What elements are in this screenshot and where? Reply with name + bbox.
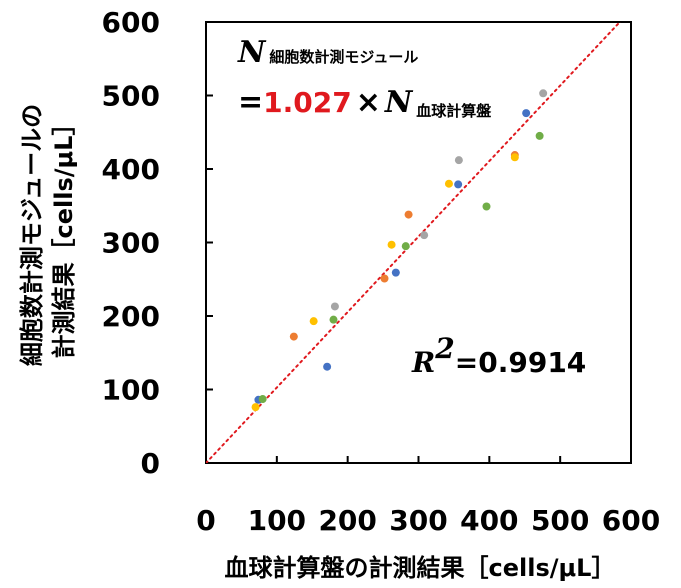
data-point — [535, 131, 544, 140]
data-point — [380, 274, 389, 283]
data-point — [258, 395, 267, 404]
r-squared-annotation: R2=0.9914 — [411, 332, 586, 379]
y-tick-labels: 0 100 200 300 400 500 600 — [102, 6, 160, 480]
x-tick-labels: 0 100 200 300 400 500 600 — [196, 504, 660, 537]
data-point — [330, 302, 339, 311]
data-point — [323, 362, 332, 371]
data-point — [251, 403, 260, 412]
r-squared-equals: = — [455, 346, 478, 379]
data-point — [289, 332, 298, 341]
equation-rhs-symbol: N — [384, 85, 414, 120]
data-point — [539, 89, 548, 98]
y-axis-title-line1: 細胞数計測モジュールの — [18, 104, 46, 366]
x-tick-label: 100 — [248, 504, 306, 537]
regression-equation: N 細胞数計測モジュール =1.027 × N 血球計算盤 — [237, 35, 492, 120]
equation-lhs-subscript: 細胞数計測モジュール — [269, 48, 418, 66]
x-tick-label: 0 — [196, 504, 215, 537]
plot-area-frame — [205, 21, 632, 464]
y-tick-label: 100 — [102, 374, 160, 407]
y-tick-label: 500 — [102, 80, 160, 113]
r-squared-symbol: R — [411, 346, 435, 379]
data-point — [522, 109, 531, 118]
x-tick-label: 200 — [318, 504, 376, 537]
r-squared-superscript: 2 — [434, 332, 454, 365]
y-tick-label: 300 — [102, 227, 160, 260]
y-tick-label: 400 — [102, 153, 160, 186]
y-tick-marks — [206, 21, 213, 464]
data-point — [401, 242, 410, 251]
data-point — [387, 240, 396, 249]
y-axis-title-line2: 計測結果［cells/μL］ — [50, 112, 78, 359]
data-point — [454, 156, 463, 165]
y-tick-label: 600 — [102, 6, 160, 39]
data-point — [454, 180, 463, 189]
data-points — [251, 89, 548, 412]
data-point — [391, 268, 400, 277]
data-point — [309, 317, 318, 326]
equation-equals: = — [238, 85, 263, 120]
x-tick-label: 600 — [602, 504, 660, 537]
y-axis-title: 細胞数計測モジュールの 計測結果［cells/μL］ — [18, 104, 78, 366]
r-squared-value: 0.9914 — [478, 346, 586, 379]
data-point — [444, 179, 453, 188]
x-axis-title: 血球計算盤の計測結果［cells/μL］ — [225, 554, 616, 582]
data-point — [482, 202, 491, 211]
data-point — [404, 210, 413, 219]
data-point — [329, 315, 338, 324]
y-tick-label: 200 — [102, 300, 160, 333]
y-tick-label: 0 — [141, 447, 160, 480]
regression-line — [206, 22, 622, 463]
data-point — [510, 153, 519, 162]
equation-coefficient: 1.027 — [263, 86, 352, 119]
x-tick-label: 300 — [389, 504, 447, 537]
equation-lhs-symbol: N — [237, 35, 267, 70]
equation-times: × — [356, 85, 381, 120]
x-tick-label: 400 — [460, 504, 518, 537]
data-point — [420, 231, 429, 240]
x-tick-label: 500 — [531, 504, 589, 537]
equation-rhs-subscript: 血球計算盤 — [416, 102, 492, 120]
